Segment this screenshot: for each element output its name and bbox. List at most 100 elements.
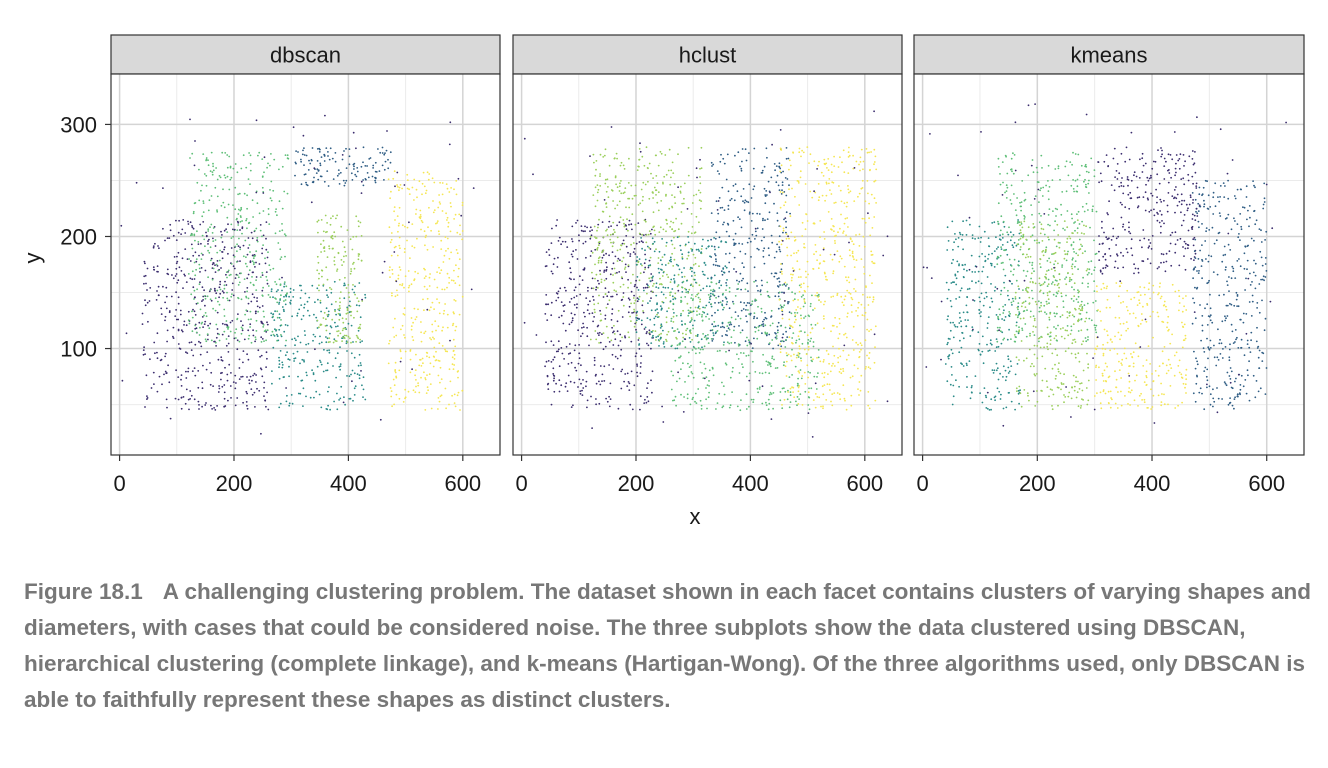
- data-point: [830, 330, 832, 333]
- data-point: [283, 376, 285, 378]
- data-point: [595, 286, 598, 289]
- data-point: [342, 261, 345, 263]
- data-point: [818, 160, 820, 163]
- data-point: [754, 230, 757, 233]
- data-point: [320, 363, 323, 366]
- data-point: [427, 178, 430, 181]
- data-point: [406, 179, 409, 182]
- data-point: [278, 313, 281, 315]
- data-point: [291, 402, 294, 405]
- data-point: [244, 262, 247, 265]
- data-point: [813, 375, 816, 378]
- data-point: [1066, 325, 1069, 327]
- data-point: [230, 372, 232, 374]
- data-point: [592, 194, 595, 197]
- data-point: [851, 375, 854, 378]
- data-point: [866, 318, 869, 321]
- data-point: [263, 315, 265, 318]
- data-point: [707, 294, 710, 296]
- data-point: [873, 161, 876, 163]
- data-point: [677, 289, 680, 292]
- data-point: [444, 348, 446, 351]
- data-point: [1002, 181, 1004, 184]
- data-point: [211, 278, 214, 281]
- data-point: [800, 295, 803, 298]
- data-point: [803, 299, 806, 301]
- data-point: [1094, 326, 1097, 329]
- data-point: [446, 272, 449, 275]
- data-point: [367, 176, 370, 179]
- data-point: [689, 341, 692, 343]
- data-point: [188, 322, 191, 325]
- data-point: [859, 389, 862, 392]
- data-point: [707, 396, 710, 399]
- data-point: [1014, 408, 1016, 411]
- data-point: [721, 325, 724, 328]
- data-point: [1031, 213, 1033, 216]
- data-point: [781, 284, 784, 286]
- data-point: [241, 226, 244, 229]
- data-point: [873, 163, 875, 166]
- data-point: [832, 345, 834, 348]
- data-point: [597, 188, 600, 191]
- panel-background: [513, 74, 902, 455]
- data-point: [545, 265, 548, 267]
- data-point: [236, 274, 239, 276]
- data-point: [266, 391, 268, 394]
- data-point: [1065, 294, 1067, 297]
- data-point: [689, 284, 692, 287]
- data-point: [1048, 208, 1051, 211]
- data-point: [335, 300, 337, 303]
- data-point: [432, 365, 435, 368]
- data-point: [792, 299, 795, 302]
- data-point: [672, 308, 674, 311]
- data-point: [253, 229, 256, 232]
- data-point: [999, 372, 1001, 375]
- data-point: [545, 341, 547, 344]
- data-point: [620, 370, 623, 373]
- data-point: [958, 264, 960, 267]
- data-point: [844, 217, 847, 220]
- data-point: [777, 321, 780, 324]
- data-point: [544, 313, 547, 315]
- data-point: [797, 352, 800, 354]
- data-point: [153, 383, 155, 385]
- data-point: [226, 166, 229, 169]
- data-point: [601, 251, 603, 254]
- data-point: [868, 202, 870, 205]
- data-point: [234, 186, 237, 189]
- panel-background: [111, 74, 500, 455]
- data-point: [666, 273, 668, 276]
- data-point: [794, 292, 796, 295]
- data-point: [694, 392, 697, 395]
- data-point: [727, 223, 730, 226]
- data-point: [229, 385, 232, 387]
- data-point: [814, 406, 817, 409]
- data-point: [620, 244, 622, 247]
- data-point: [431, 301, 434, 304]
- data-point: [412, 339, 415, 342]
- data-point: [660, 309, 663, 311]
- data-point: [691, 338, 693, 341]
- data-point: [545, 251, 548, 254]
- data-point: [330, 217, 332, 220]
- data-point: [392, 326, 395, 329]
- data-point: [691, 349, 694, 351]
- data-point: [727, 208, 730, 211]
- data-point: [647, 284, 649, 287]
- data-point: [614, 175, 617, 178]
- data-point: [407, 286, 410, 289]
- data-point: [399, 247, 401, 250]
- data-point: [953, 241, 955, 244]
- data-point: [870, 250, 873, 253]
- data-point: [674, 347, 677, 350]
- data-point: [265, 271, 268, 273]
- data-point: [798, 398, 800, 400]
- data-point: [332, 178, 335, 181]
- cluster-points: [387, 170, 464, 411]
- data-point: [390, 254, 393, 257]
- data-point: [141, 323, 144, 325]
- data-point: [768, 296, 771, 299]
- data-point: [695, 352, 697, 355]
